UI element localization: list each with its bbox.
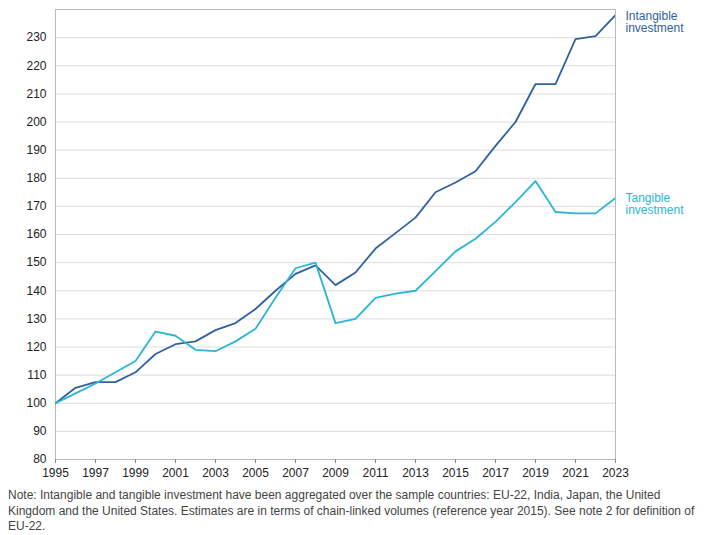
svg-text:2019: 2019 — [522, 466, 549, 480]
svg-text:160: 160 — [26, 227, 46, 241]
svg-text:Tangibleinvestment: Tangibleinvestment — [626, 191, 685, 217]
svg-text:2005: 2005 — [242, 466, 269, 480]
svg-text:180: 180 — [26, 171, 46, 185]
svg-text:1999: 1999 — [122, 466, 149, 480]
svg-text:130: 130 — [26, 312, 46, 326]
svg-text:230: 230 — [26, 30, 46, 44]
svg-text:2009: 2009 — [322, 466, 349, 480]
html-text:Note: Intangible and tangible: Note: Intangible and tangible investment… — [8, 488, 695, 534]
svg-text:120: 120 — [26, 340, 46, 354]
svg-text:2023: 2023 — [602, 466, 629, 480]
svg-text:210: 210 — [26, 87, 46, 101]
svg-text:2011: 2011 — [363, 466, 389, 480]
svg-text:2013: 2013 — [402, 466, 429, 480]
svg-text:190: 190 — [26, 143, 46, 157]
svg-text:1995: 1995 — [42, 466, 69, 480]
svg-text:150: 150 — [26, 255, 46, 269]
svg-text:220: 220 — [26, 59, 46, 73]
svg-text:200: 200 — [26, 115, 46, 129]
svg-text:Intangibleinvestment: Intangibleinvestment — [626, 9, 685, 35]
svg-text:1997: 1997 — [82, 466, 109, 480]
svg-text:2015: 2015 — [442, 466, 469, 480]
svg-text:2021: 2021 — [562, 466, 589, 480]
svg-text:110: 110 — [27, 368, 46, 382]
svg-text:2003: 2003 — [202, 466, 229, 480]
svg-text:170: 170 — [26, 199, 46, 213]
svg-text:2017: 2017 — [482, 466, 509, 480]
svg-text:90: 90 — [33, 424, 47, 438]
svg-text:2001: 2001 — [162, 466, 189, 480]
svg-text:100: 100 — [26, 396, 46, 410]
svg-text:140: 140 — [26, 284, 46, 298]
svg-text:80: 80 — [33, 452, 47, 466]
svg-text:2007: 2007 — [282, 466, 309, 480]
